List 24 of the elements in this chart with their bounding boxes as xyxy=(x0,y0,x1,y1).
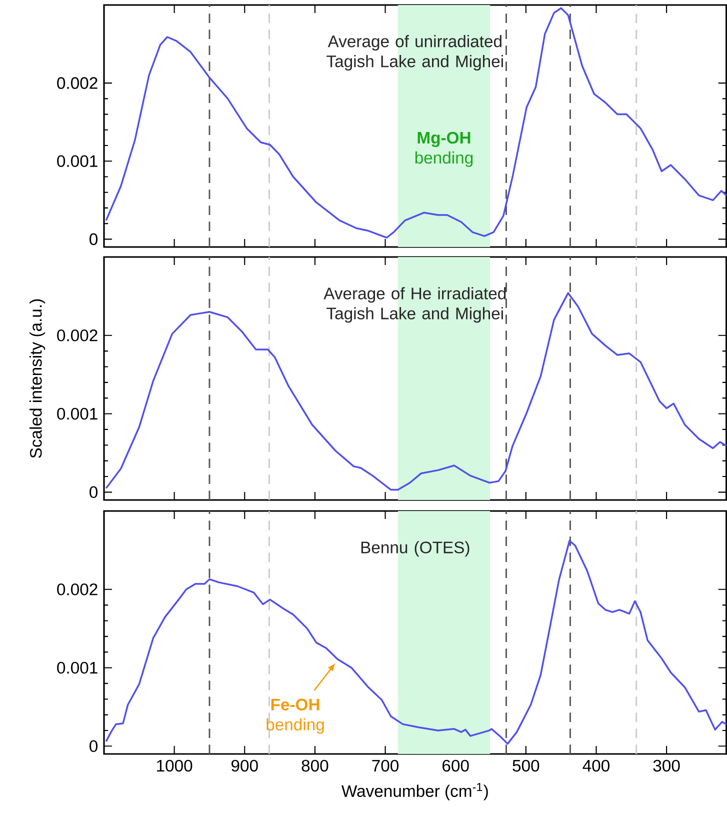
annotation: Mg-OH bending xyxy=(415,132,473,167)
x-tick-label: 500 xyxy=(512,760,540,772)
y-tick-label: 0.001 xyxy=(57,155,98,168)
y-tick-label: 0.001 xyxy=(57,662,98,674)
x-tick-label: 800 xyxy=(302,760,328,772)
text: Average of unirradiated Tagish Lake and Mighei xyxy=(326,35,503,71)
y-axis-title: Scaled intensity (a.u.) xyxy=(30,299,46,458)
y-tick-label: 0.002 xyxy=(57,77,98,89)
y-tick-label: 0 xyxy=(90,233,98,246)
x-tick-label: 300 xyxy=(653,760,680,772)
x-axis-title: Wavenumber (cm$^{-1}$) xyxy=(342,782,488,800)
x-tick-label: 600 xyxy=(442,760,469,772)
x-tick-label: 1000 xyxy=(157,760,192,772)
x-tick-label: 400 xyxy=(582,760,610,772)
y-tick-label: 0 xyxy=(90,486,98,498)
text: Average of He irradiated Tagish Lake and Mighei xyxy=(324,287,506,323)
x-tick-label: 700 xyxy=(372,760,399,772)
y-tick-label: 0 xyxy=(90,740,98,752)
y-tick-label: 0.002 xyxy=(57,583,98,596)
annotation: Fe-OH bending xyxy=(266,698,324,734)
y-tick-label: 0.001 xyxy=(57,408,98,420)
text: Bennu (OTES) xyxy=(361,541,470,557)
y-tick-label: 0.002 xyxy=(57,329,98,342)
x-tick-label: 900 xyxy=(232,760,258,772)
